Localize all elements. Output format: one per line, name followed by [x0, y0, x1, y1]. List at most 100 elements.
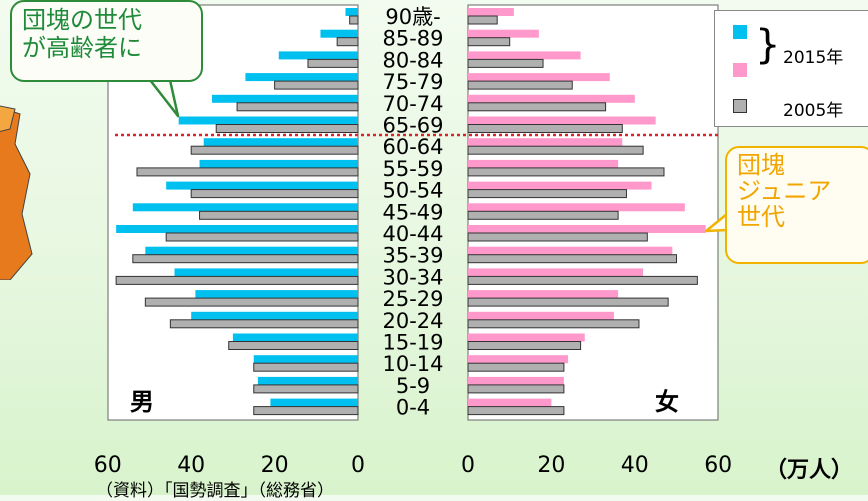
bar-male-2015 [199, 159, 358, 168]
bar-male-2005 [169, 319, 359, 329]
bar-male-2005 [215, 124, 359, 133]
age-category-label: 15-19 [382, 331, 443, 355]
bar-female-2015 [468, 225, 706, 233]
legend-brace: } [755, 22, 781, 68]
bar-male-2005 [190, 145, 359, 155]
age-category-label: 75-79 [382, 70, 443, 94]
bar-male-2005 [274, 80, 359, 90]
bar-female-2005 [467, 406, 565, 416]
bar-female-2005 [467, 15, 498, 25]
junior-callout: 団塊 ジュニア 世代 [725, 146, 868, 264]
bar-male-2005 [307, 58, 359, 68]
bar-female-2005 [467, 384, 565, 394]
bar-female-2015 [468, 376, 564, 385]
bar-female-2015 [468, 398, 552, 407]
male-label: 男 [130, 388, 154, 416]
bar-male-2005 [199, 210, 359, 220]
bar-male-2015 [245, 73, 358, 82]
x-tick-label-female: 40 [621, 453, 649, 478]
bar-male-2005 [253, 384, 359, 394]
bar-male-2015 [270, 398, 358, 407]
bar-female-2015 [468, 181, 652, 190]
legend-label-2015: 2015年 [783, 48, 844, 68]
bar-male-2005 [132, 254, 359, 264]
legend: } 2015年 2005年 [714, 10, 868, 127]
age-category-label: 20-24 [382, 309, 443, 333]
bar-female-2005 [467, 102, 607, 112]
bar-male-2005 [253, 362, 359, 372]
age-category-label: 55-59 [382, 157, 443, 181]
bar-male-2015 [145, 246, 358, 255]
bar-male-2015 [212, 94, 358, 103]
dankai-callout-line2: が高齢者に [22, 34, 142, 62]
bar-female-2005 [467, 189, 627, 199]
bar-female-2005 [467, 275, 698, 285]
bar-female-2005 [467, 58, 544, 68]
x-tick-label-female: 60 [704, 453, 732, 478]
bar-male-2005 [190, 189, 359, 199]
bar-male-2015 [174, 268, 358, 277]
dankai-callout-line1: 団塊の世代 [22, 6, 142, 34]
bar-male-2015 [132, 203, 358, 212]
bar-female-2015 [468, 355, 569, 364]
x-tick-label-female: 20 [537, 453, 565, 478]
bar-female-2015 [468, 203, 685, 212]
bar-female-2005 [467, 167, 665, 177]
bar-female-2015 [468, 159, 619, 168]
bar-male-2015 [320, 29, 358, 38]
junior-callout-line1: 団塊 [737, 151, 785, 179]
bar-female-2015 [468, 268, 644, 277]
bar-male-2015 [166, 181, 358, 190]
bar-female-2015 [468, 138, 623, 147]
x-tick-label-male: 60 [94, 453, 122, 478]
bar-male-2015 [178, 116, 358, 125]
legend-swatch-male-2015 [733, 25, 747, 39]
bar-male-2015 [257, 376, 358, 385]
x-tick-label-female: 0 [461, 453, 475, 478]
age-category-label: 90歳- [385, 5, 440, 29]
junior-callout-line3: 世代 [737, 203, 785, 231]
bar-female-2015 [468, 246, 673, 255]
bar-male-2005 [236, 102, 359, 112]
bar-female-2005 [467, 341, 582, 350]
age-category-label: 10-14 [382, 352, 443, 376]
bar-female-2005 [467, 319, 640, 329]
age-category-label: 65-69 [382, 114, 443, 138]
bar-male-2005 [115, 275, 359, 285]
bar-female-2015 [468, 51, 581, 60]
legend-label-2005: 2005年 [783, 101, 844, 121]
age-category-label: 25-29 [382, 287, 443, 311]
age-category-label: 50-54 [382, 179, 443, 203]
x-tick-label-male: 40 [177, 453, 205, 478]
bar-female-2015 [468, 73, 610, 82]
bar-male-2015 [191, 311, 358, 320]
bar-male-2015 [116, 225, 358, 233]
bar-female-2005 [467, 297, 669, 307]
bar-male-2015 [203, 138, 358, 147]
bar-female-2015 [468, 290, 619, 299]
bar-male-2005 [228, 341, 359, 350]
legend-swatch-2005 [733, 99, 747, 113]
bar-male-2015 [278, 51, 358, 60]
bar-male-2005 [136, 167, 359, 177]
map-fragment [0, 105, 33, 280]
source-note: （資料）「国勢調査」（総務省） [96, 481, 334, 501]
bar-male-2015 [195, 290, 358, 299]
age-category-label: 40-44 [382, 222, 443, 246]
bar-female-2005 [467, 37, 511, 47]
bar-female-2015 [468, 29, 539, 38]
bar-male-2015 [345, 8, 358, 16]
bar-female-2005 [467, 232, 648, 242]
female-label: 女 [655, 388, 679, 416]
dankai-callout: 団塊の世代 が高齢者に [10, 0, 203, 82]
junior-callout-line2: ジュニア [737, 177, 832, 205]
age-category-label: 0-4 [396, 396, 430, 420]
bar-female-2005 [467, 210, 619, 220]
unit-label: （万人） [765, 458, 854, 483]
bar-male-2005 [144, 297, 359, 307]
bar-male-2005 [253, 406, 359, 416]
bar-male-2005 [349, 15, 359, 25]
bar-female-2015 [468, 311, 614, 320]
legend-swatch-female-2015 [733, 63, 747, 77]
age-category-label: 35-39 [382, 244, 443, 268]
